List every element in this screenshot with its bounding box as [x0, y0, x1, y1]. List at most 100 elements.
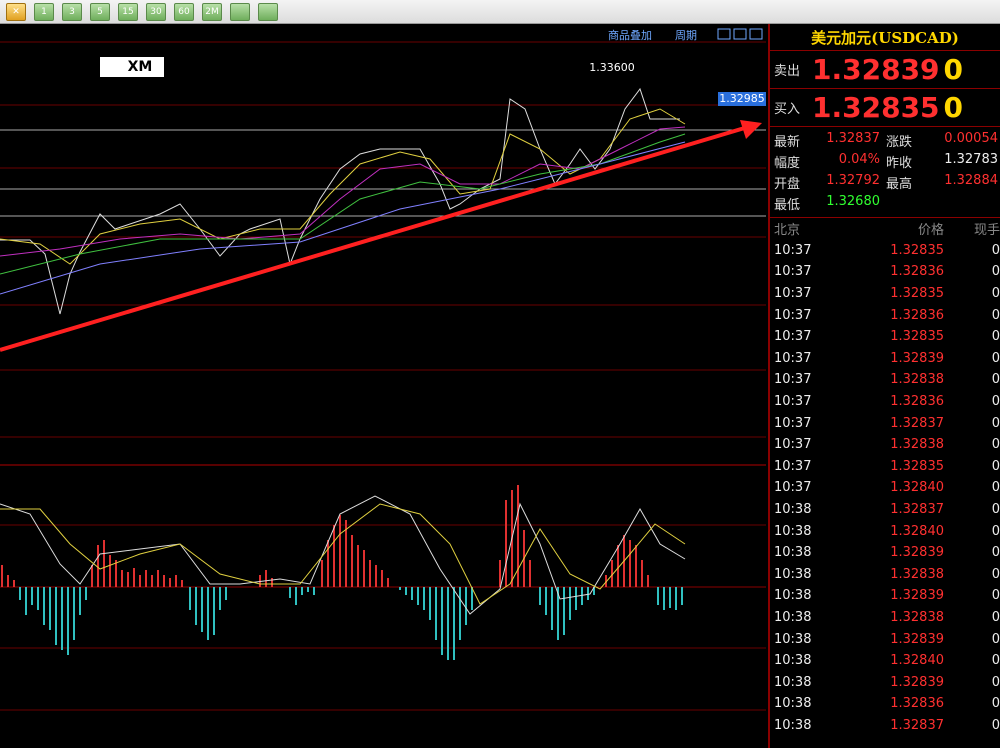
- tool-button[interactable]: ✕: [6, 2, 26, 21]
- tick-row: 10:38 1.32839 0: [770, 585, 1000, 607]
- stat-label: 最新: [774, 135, 801, 150]
- tool-button[interactable]: [258, 2, 278, 21]
- horizontal-lines: [0, 129, 766, 217]
- tick-time: 10:38: [774, 717, 812, 733]
- tick-price: 1.32840: [890, 523, 944, 539]
- period-button[interactable]: 3: [62, 2, 82, 21]
- tick-time: 10:38: [774, 588, 812, 604]
- tick-row: 10:37 1.32840 0: [770, 477, 1000, 499]
- buy-label: 买入: [774, 102, 801, 117]
- tick-volume: 0: [991, 545, 1000, 561]
- period-button[interactable]: 15: [118, 2, 138, 21]
- tick-row: 10:38 1.32839 0: [770, 628, 1000, 650]
- macd-dif-line: [0, 495, 686, 615]
- logo-box: [100, 57, 164, 77]
- tick-row: 10:37 1.32838 0: [770, 369, 1000, 391]
- tick-time: 10:37: [774, 307, 812, 323]
- tick-volume: 0: [991, 350, 1000, 366]
- tick-volume: 0: [991, 523, 1000, 539]
- tick-time: 10:37: [774, 264, 812, 280]
- tick-table: 北京 价格 现手 10:37 1.32835 0 10:37 1.32836 0 10:37 1.3…: [770, 218, 1000, 736]
- overlay-button[interactable]: 商品叠加: [608, 28, 652, 42]
- tick-time: 10:38: [774, 674, 812, 690]
- stat-value: 0.04%: [838, 152, 880, 167]
- tick-volume: 0: [991, 329, 1000, 345]
- quote-panel: 美元加元(USDCAD) 卖出 1.32839 0 买入 1.32835 0 最新 1.3…: [768, 24, 1000, 748]
- period-button[interactable]: 30: [146, 2, 166, 21]
- price-line: [0, 87, 680, 315]
- stat-label: 涨跌: [886, 135, 913, 150]
- tick-time: 10:37: [774, 372, 812, 388]
- column-header: 北京: [774, 223, 801, 239]
- stats: 最新 1.32837 涨跌 0.00054 幅度 0.04% 昨收 1.32783 开盘 1.32…: [770, 127, 1000, 218]
- tick-time: 10:37: [774, 415, 812, 431]
- window-buttons[interactable]: [717, 28, 763, 40]
- tick-time: 10:37: [774, 394, 812, 410]
- tick-price: 1.32839: [890, 674, 944, 690]
- tick-time: 10:38: [774, 502, 812, 518]
- tick-volume: 0: [991, 372, 1000, 388]
- tick-price: 1.32837: [890, 502, 944, 518]
- tick-time: 10:38: [774, 696, 812, 712]
- buy-row: 买入 1.32835 0: [770, 89, 1000, 127]
- tick-time: 10:37: [774, 350, 812, 366]
- tick-volume: 0: [991, 696, 1000, 712]
- tick-volume: 0: [991, 286, 1000, 302]
- buy-volume: 0: [943, 91, 964, 124]
- tick-volume: 0: [991, 264, 1000, 280]
- period-button[interactable]: 周期: [675, 29, 697, 42]
- period-button[interactable]: 5: [90, 2, 110, 21]
- tick-volume: 0: [991, 480, 1000, 496]
- tick-row: 10:37 1.32836 0: [770, 391, 1000, 413]
- tick-price: 1.32836: [890, 264, 944, 280]
- price-tag-box: [718, 92, 766, 106]
- period-button[interactable]: 1: [34, 2, 54, 21]
- stat-value: 1.32792: [826, 173, 880, 188]
- tool-button[interactable]: [230, 2, 250, 21]
- tick-price: 1.32839: [890, 631, 944, 647]
- tick-row: 10:37 1.32835 0: [770, 326, 1000, 348]
- tick-price: 1.32837: [890, 415, 944, 431]
- stat-label: 最高: [886, 177, 913, 192]
- trend-arrowhead: [740, 120, 762, 139]
- period-button[interactable]: 60: [174, 2, 194, 21]
- tick-price: 1.32835: [890, 286, 944, 302]
- tick-volume: 0: [991, 653, 1000, 669]
- tick-row: 10:38 1.32839 0: [770, 542, 1000, 564]
- tick-volume: 0: [991, 242, 1000, 258]
- buy-price: 1.32835: [812, 91, 940, 124]
- tick-row: 10:38 1.32840 0: [770, 520, 1000, 542]
- tick-row: 10:38 1.32836 0: [770, 693, 1000, 715]
- tick-price: 1.32839: [890, 350, 944, 366]
- tick-time: 10:37: [774, 329, 812, 345]
- tick-time: 10:38: [774, 545, 812, 561]
- tick-time: 10:37: [774, 286, 812, 302]
- ma-line: [0, 126, 686, 257]
- tick-row: 10:38 1.32837 0: [770, 499, 1000, 521]
- ma-line: [0, 133, 686, 275]
- tick-volume: 0: [991, 458, 1000, 474]
- tick-price: 1.32839: [890, 588, 944, 604]
- tick-time: 10:37: [774, 480, 812, 496]
- tick-volume: 0: [991, 588, 1000, 604]
- tick-time: 10:38: [774, 631, 812, 647]
- tick-time: 10:37: [774, 458, 812, 474]
- tick-price: 1.32838: [890, 566, 944, 582]
- symbol-title: 美元加元(USDCAD): [770, 24, 1000, 51]
- macd-negative-bars: [19, 587, 683, 660]
- stat-label: 幅度: [774, 156, 801, 171]
- stat-value: 1.32680: [826, 194, 880, 209]
- stat-value: 1.32837: [826, 131, 880, 146]
- tick-price: 1.32839: [890, 545, 944, 561]
- price-tag: 1.32985: [719, 92, 765, 105]
- stat-value: 0.00054: [944, 131, 998, 146]
- stat-value: 1.32783: [944, 152, 998, 167]
- period-button[interactable]: 2M: [202, 2, 222, 21]
- tick-price: 1.32835: [890, 458, 944, 474]
- tick-row: 10:37 1.32837 0: [770, 412, 1000, 434]
- tick-row: 10:38 1.32838 0: [770, 607, 1000, 629]
- tick-time: 10:38: [774, 653, 812, 669]
- grid: [0, 41, 766, 711]
- tick-price: 1.32838: [890, 437, 944, 453]
- stat-label: 昨收: [886, 156, 913, 171]
